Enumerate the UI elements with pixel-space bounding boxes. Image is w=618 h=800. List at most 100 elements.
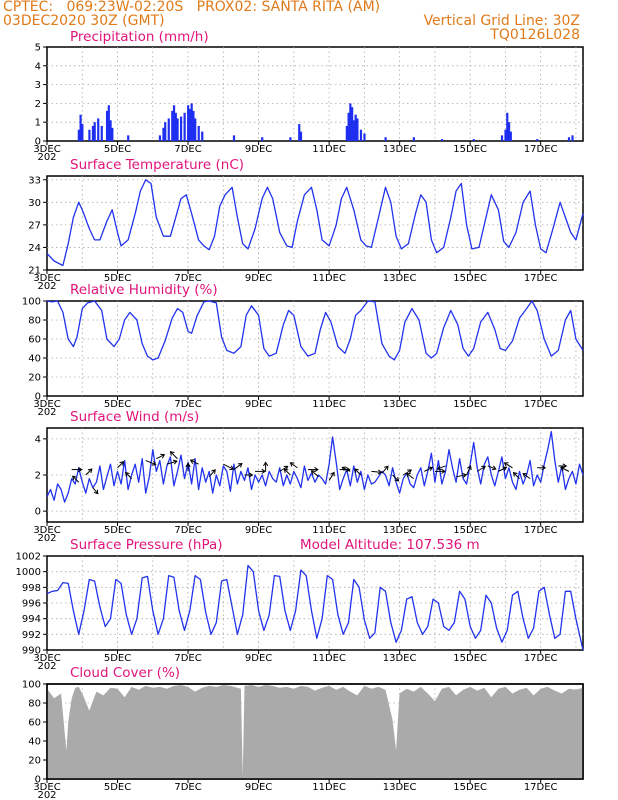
- x-tick-label: 3DEC: [33, 273, 60, 284]
- x-tick-label: 5DEC: [104, 782, 131, 793]
- wind-vector: [72, 475, 80, 483]
- wind-vector: [476, 465, 486, 472]
- x-tick-label: 15DEC: [453, 525, 487, 536]
- precip-bar: [359, 129, 363, 141]
- y-tick-label: 4: [35, 61, 41, 72]
- x-tick-label: 5DEC: [104, 144, 131, 155]
- panel-title: Surface Wind (m/s): [70, 409, 199, 425]
- y-tick-label: 0: [35, 392, 41, 403]
- wind-vector: [381, 465, 389, 474]
- wind-vector: [513, 472, 520, 479]
- precip-bar: [509, 131, 512, 141]
- wind-vector-head: [503, 462, 509, 467]
- y-tick-label: 0: [35, 507, 41, 518]
- y-tick-label: 27: [28, 220, 41, 231]
- wind-vector-head: [491, 465, 497, 471]
- wind-vector: [85, 468, 93, 476]
- wind-vector: [455, 474, 467, 478]
- y-tick-label: 990: [22, 646, 41, 657]
- precip-bar: [174, 112, 177, 141]
- precip-bar: [105, 110, 109, 141]
- y-tick-label: 2: [35, 99, 41, 110]
- wind-vector-head: [481, 465, 486, 471]
- panel-frame: [46, 46, 584, 142]
- precip-bar: [261, 137, 264, 141]
- wind-vector-head: [394, 476, 400, 482]
- panel-frame: [46, 300, 584, 397]
- x-tick-label: 11DEC: [312, 782, 346, 793]
- y-tick-label: 100: [22, 680, 41, 691]
- precip-bar: [77, 129, 80, 141]
- y-tick-label: 1000: [16, 567, 41, 578]
- wind-vector-head: [341, 466, 347, 472]
- wind-vector-head: [384, 465, 389, 471]
- precip-bar: [93, 122, 96, 141]
- precip-bar: [164, 122, 167, 141]
- x-tick-label: 17DEC: [524, 273, 558, 284]
- panel-wind: 0 2 4 3DEC 5DEC 7DEC 9DEC 11DEC 13DEC 15DEC 17DEC 2…: [33, 409, 584, 544]
- x-tick-label: 13DEC: [383, 653, 417, 664]
- wind-vector-head: [160, 453, 166, 459]
- x-tick-label: 13DEC: [383, 782, 417, 793]
- wind-vector-head: [119, 461, 125, 466]
- precip-bar: [354, 114, 357, 141]
- precip-bar: [567, 137, 571, 141]
- precip-bar: [194, 118, 197, 141]
- wind-vector-head: [354, 468, 359, 474]
- y-tick-label: 80: [28, 699, 41, 710]
- x-tick-label: 17DEC: [524, 399, 558, 410]
- x-tick-label: 15DEC: [453, 653, 487, 664]
- x-tick-label: 11DEC: [312, 525, 346, 536]
- precip-bar: [507, 122, 511, 141]
- x-tick-label: 13DEC: [383, 273, 417, 284]
- precip-bar: [100, 125, 103, 141]
- wind-vector-head: [467, 465, 472, 471]
- precip-bar: [345, 125, 348, 141]
- x-year-stub: 202: [37, 790, 56, 800]
- wind-vector-head: [169, 451, 175, 456]
- precip-bar: [91, 125, 95, 141]
- precip-bar: [197, 125, 200, 141]
- precip-bar: [571, 135, 574, 141]
- wind-vector: [145, 460, 156, 466]
- y-tick-label: 2: [35, 471, 41, 482]
- wind-vector: [342, 466, 351, 472]
- precip-bar: [232, 135, 236, 141]
- header-grid-note: Vertical Grid Line: 30Z: [423, 13, 580, 29]
- x-tick-label: 15DEC: [453, 273, 487, 284]
- precip-bar: [504, 129, 507, 141]
- precip-bar: [180, 116, 183, 141]
- precip-bar: [299, 131, 303, 141]
- wind-vector-head: [93, 489, 99, 495]
- x-year-stub: 202: [37, 407, 56, 418]
- precip-bar: [472, 139, 475, 141]
- precip-bar: [158, 135, 162, 141]
- wind-vector-head: [78, 466, 83, 473]
- precip-bar: [192, 110, 195, 141]
- y-tick-label: 1: [35, 118, 41, 129]
- x-tick-label: 3DEC: [33, 144, 60, 155]
- y-tick-label: 33: [28, 175, 41, 186]
- wind-vector: [125, 472, 132, 479]
- y-tick-label: 21: [28, 266, 41, 277]
- wind-vector-head: [310, 470, 316, 475]
- cloud-cover-area: [47, 685, 583, 779]
- x-tick-label: 13DEC: [383, 399, 417, 410]
- x-year-stub: 202: [37, 661, 56, 672]
- x-tick-label: 11DEC: [312, 273, 346, 284]
- wind-vector-head: [189, 459, 195, 464]
- precip-bar: [111, 127, 114, 141]
- precip-bar: [88, 129, 91, 141]
- wind-vector: [402, 469, 412, 476]
- x-tick-label: 11DEC: [312, 399, 346, 410]
- wind-vector-head: [502, 466, 508, 472]
- precip-bar: [171, 110, 174, 141]
- y-tick-label: 992: [22, 630, 41, 641]
- y-tick-label: 1002: [16, 552, 41, 563]
- wind-vector-head: [211, 469, 216, 474]
- precip-bar: [176, 118, 179, 141]
- x-tick-label: 15DEC: [453, 782, 487, 793]
- wind-vector: [311, 470, 319, 478]
- x-tick-label: 17DEC: [524, 525, 558, 536]
